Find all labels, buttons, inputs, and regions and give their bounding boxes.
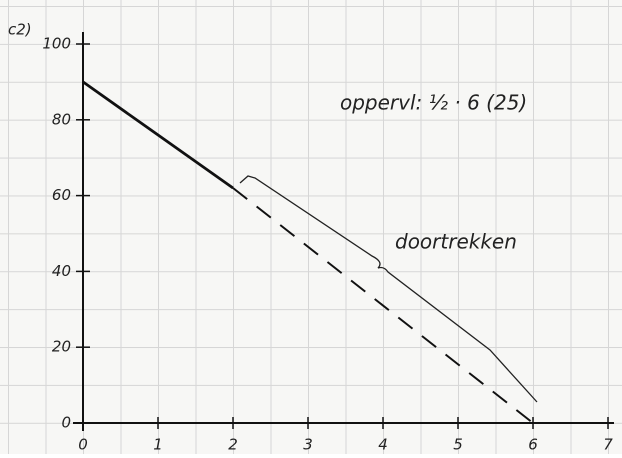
- y-tick-label: 60: [52, 186, 71, 204]
- x-tick-label: 5: [453, 436, 463, 454]
- brace: [240, 176, 537, 402]
- y-tick-label: 40: [52, 262, 71, 280]
- x-tick-label: 0: [78, 436, 88, 454]
- data-line: [83, 82, 233, 188]
- data-line: [233, 188, 533, 423]
- y-tick-label: 100: [42, 35, 71, 53]
- annotation: oppervl: ½ · 6 (25): [340, 91, 527, 115]
- x-tick-label: 7: [603, 436, 613, 454]
- y-tick-label: 20: [52, 338, 71, 356]
- x-tick-label: 6: [528, 436, 538, 454]
- annotation: doortrekken: [395, 230, 517, 254]
- chart: c2) oppervl: ½ · 6 (25) doortrekken 0 1 2 3…: [0, 0, 622, 454]
- x-tick-label: 2: [228, 436, 238, 454]
- x-tick-label: 1: [153, 436, 163, 454]
- graph-paper: c2) oppervl: ½ · 6 (25) doortrekken 0 1 2 3…: [0, 0, 622, 454]
- y-tick-label: 80: [52, 110, 71, 128]
- x-tick-label: 3: [303, 436, 313, 454]
- chart-title: c2): [8, 21, 32, 39]
- y-tick-label: 0: [61, 414, 71, 432]
- x-tick-label: 4: [378, 436, 388, 454]
